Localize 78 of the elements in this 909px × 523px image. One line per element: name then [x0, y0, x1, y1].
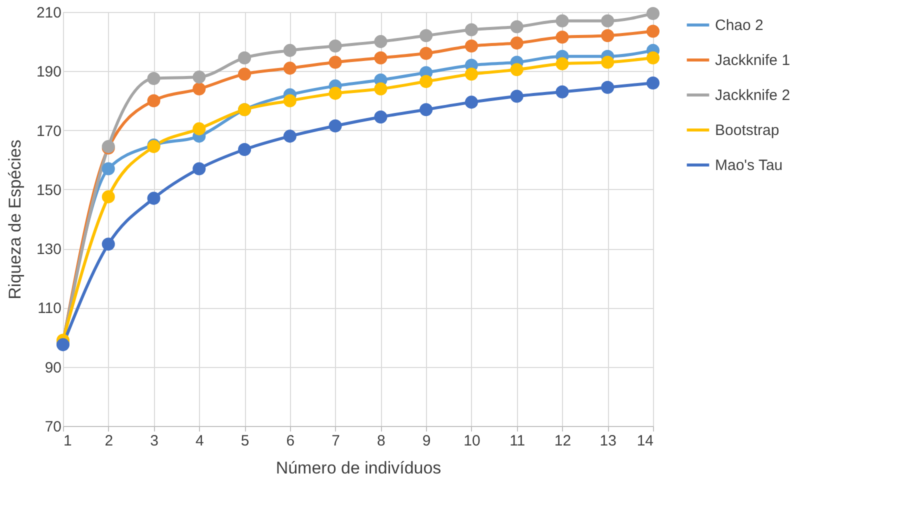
point [328, 56, 342, 69]
point [192, 70, 206, 84]
y-axis-title: Riqueza de Espécies [5, 140, 24, 300]
point [646, 51, 660, 64]
point [556, 14, 569, 28]
legend-label: Jackknife 2 [715, 87, 790, 104]
x-tick-label: 13 [600, 432, 616, 450]
point [192, 82, 206, 96]
x-tick-label: 11 [510, 432, 526, 450]
point [464, 96, 478, 109]
y-tick-label: 210 [36, 4, 62, 22]
x-tick-label: 2 [104, 432, 114, 450]
point [420, 103, 433, 116]
point [192, 162, 206, 176]
point [238, 68, 252, 81]
y-tick-label: 150 [36, 182, 62, 199]
point [283, 44, 296, 57]
point [374, 110, 388, 124]
point [374, 51, 388, 64]
point [556, 85, 569, 98]
point [102, 238, 115, 251]
point [328, 40, 342, 53]
x-tick-label: 10 [464, 432, 480, 450]
point [102, 162, 115, 176]
point [147, 94, 160, 108]
point [328, 119, 342, 132]
legend-label: Bootstrap [715, 122, 780, 139]
x-tick-label: 6 [286, 432, 295, 450]
point [510, 63, 524, 76]
point [283, 94, 296, 108]
point [147, 192, 160, 205]
point [464, 23, 478, 36]
x-tick-label: 12 [554, 432, 572, 450]
x-tick-label: 9 [422, 432, 431, 450]
point [464, 40, 478, 53]
point [646, 24, 660, 38]
point [601, 56, 614, 69]
x-tick-label: 5 [240, 432, 250, 450]
point [420, 74, 433, 88]
y-tick-label: 170 [36, 122, 62, 140]
legend-label: Chao 2 [715, 17, 764, 34]
x-tick-label: 8 [377, 432, 386, 450]
legend-label: Mao's Tau [715, 157, 783, 174]
point [283, 62, 296, 75]
point [464, 68, 478, 81]
x-tick-label: 3 [150, 432, 158, 450]
point [601, 14, 614, 28]
y-tick-label: 70 [44, 418, 62, 436]
point [374, 35, 388, 48]
point [420, 29, 433, 42]
y-tick-label: 130 [36, 241, 62, 258]
point [420, 46, 433, 60]
y-tick-label: 190 [36, 64, 62, 81]
point [238, 143, 252, 156]
x-tick-label: 14 [636, 432, 654, 450]
legend-label: Jackknife 1 [715, 52, 790, 69]
point [601, 29, 614, 42]
y-tick-label: 90 [44, 359, 62, 376]
x-tick-label: 1 [64, 432, 72, 450]
point [556, 30, 569, 44]
point [328, 86, 342, 100]
point [646, 6, 660, 20]
point [102, 190, 115, 204]
point [510, 36, 524, 50]
x-axis-title: Número de indivíduos [276, 458, 442, 478]
y-tick-label: 110 [38, 300, 62, 318]
point [510, 20, 524, 34]
point [646, 76, 660, 90]
point [510, 90, 524, 103]
point [192, 122, 206, 136]
point [601, 80, 614, 94]
point [147, 72, 160, 86]
x-tick-label: 7 [332, 432, 340, 450]
point [556, 57, 569, 70]
x-tick-label: 4 [195, 432, 204, 450]
point [238, 51, 252, 64]
point [374, 82, 388, 96]
point [283, 130, 296, 143]
